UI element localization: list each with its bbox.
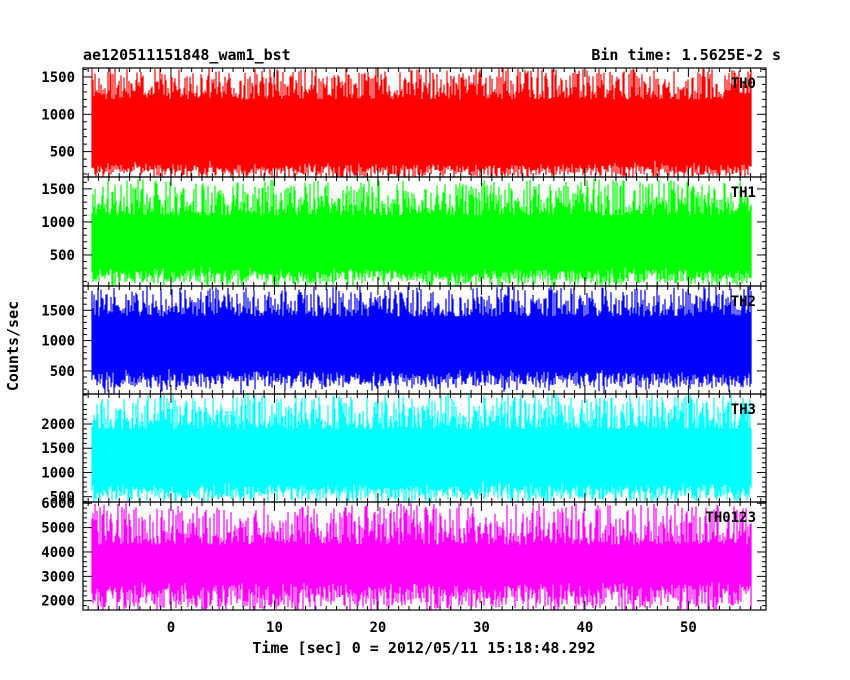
- panel-frame: [82, 501, 767, 611]
- y-axis-label: Counts/sec: [4, 301, 22, 391]
- panel-label-th0: TH0: [731, 76, 756, 92]
- x-tick-label: 50: [680, 620, 697, 636]
- y-tick-label: 500: [50, 364, 75, 380]
- y-tick-label: 1500: [41, 182, 75, 198]
- y-tick-label: 500: [50, 248, 75, 264]
- panel-label-th1: TH1: [731, 185, 756, 201]
- bin-time-label: Bin time: 1.5625E-2 s: [591, 46, 781, 64]
- chart-title: ae120511151848_wam1_bst: [83, 46, 291, 64]
- y-tick-label: 1000: [41, 465, 75, 481]
- y-tick-label: 1500: [41, 441, 75, 457]
- y-tick-label: 1000: [41, 334, 75, 350]
- panel-th2: 500 1000 1500 TH2: [41, 285, 767, 395]
- y-tick-label: 1000: [41, 107, 75, 123]
- panel-th1: 500 1000 1500 TH1: [41, 176, 767, 287]
- y-tick-label: 3000: [41, 569, 75, 585]
- panel-th0: 500 1000 1500 TH0: [41, 67, 767, 178]
- series-th2: [91, 286, 752, 394]
- x-tick-label: 40: [576, 620, 593, 636]
- panel-label-th0123: TH0123: [705, 510, 756, 526]
- series-th1: [91, 179, 752, 286]
- panel-label-th2: TH2: [731, 294, 756, 310]
- y-tick-label: 500: [50, 145, 75, 161]
- x-axis-label: Time [sec] 0 = 2012/05/11 15:18:48.292: [252, 639, 595, 657]
- x-tick-label: 10: [266, 620, 283, 636]
- y-tick-label: 2000: [41, 417, 75, 433]
- x-tick-label: 30: [473, 620, 490, 636]
- y-tick-label: 2000: [41, 594, 75, 610]
- panels-group: 500 1000 1500 TH0 500 1000 1500 TH1 500 1000 1500 T…: [41, 67, 767, 611]
- x-axis: 0 10 20 30 40 50: [167, 620, 697, 636]
- panel-label-th3: TH3: [731, 402, 756, 418]
- y-tick-label: 4000: [41, 545, 75, 561]
- y-tick-label: 500: [50, 490, 75, 506]
- series-th0: [91, 68, 752, 177]
- panel-th0123: 2000 3000 4000 5000 6000 TH0123: [41, 496, 767, 611]
- y-tick-label: 5000: [41, 521, 75, 537]
- series-th0123: [91, 503, 752, 610]
- panel-th3: 500 1000 1500 2000 TH3: [41, 393, 767, 506]
- y-tick-label: 6000: [41, 496, 75, 512]
- y-tick-label: 1000: [41, 215, 75, 231]
- series-th3: [91, 394, 752, 502]
- y-tick-label: 1500: [41, 303, 75, 319]
- x-tick-label: 20: [370, 620, 387, 636]
- x-tick-label: 0: [167, 620, 175, 636]
- y-tick-label: 1500: [41, 70, 75, 86]
